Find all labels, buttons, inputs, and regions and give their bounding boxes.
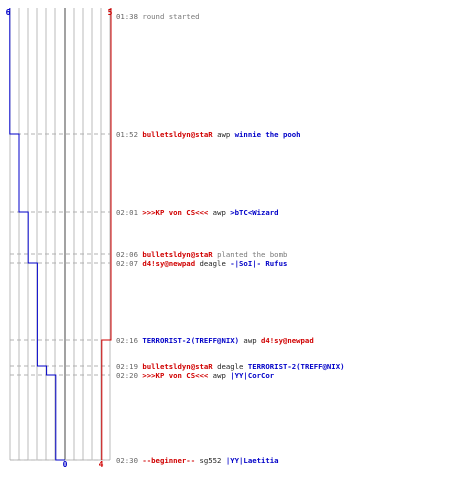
timeline-grid — [9, 8, 111, 461]
event-label: 02:19 bulletsldyn@staR deagle TERRORIST-… — [116, 362, 344, 371]
event-weapon: awp — [208, 208, 230, 217]
ct-alive-line — [9, 8, 65, 461]
event-time: 01:52 — [116, 130, 138, 139]
event-label: 02:01 >>>KP von CS<<< awp >bTC<Wizard — [116, 208, 279, 217]
event-label: 01:38 round started — [116, 12, 200, 21]
event-time: 02:01 — [116, 208, 138, 217]
event-victim: >bTC<Wizard — [230, 208, 278, 217]
event-label: 02:07 d4!sy@newpad deagle -|SoI|- Rufus — [116, 259, 287, 269]
event-label: 02:16 TERRORIST-2(TREFF@NIX) awp d4!sy@n… — [116, 336, 314, 345]
event-victim: |YY|CorCor — [230, 371, 275, 381]
event-weapon: awp — [213, 130, 235, 139]
event-weapon: deagle — [195, 259, 230, 268]
event-victim: TERRORIST-2(TREFF@NIX) — [248, 362, 345, 371]
event-label: 01:52 bulletsldyn@staR awp winnie the po… — [116, 130, 301, 139]
event-connectors — [10, 133, 110, 461]
event-time: 02:16 — [116, 336, 138, 345]
event-victim: winnie the pooh — [235, 130, 301, 139]
t-start-count: 5 — [108, 8, 113, 17]
event-time: 02:06 — [116, 250, 138, 259]
event-killer: bulletsldyn@staR — [142, 130, 213, 139]
event-killer: TERRORIST-2(TREFF@NIX) — [142, 336, 239, 345]
event-killer: bulletsldyn@staR — [142, 362, 213, 371]
ct-end-count: 0 — [63, 460, 68, 469]
event-time: 01:38 — [116, 12, 138, 21]
event-time: 02:19 — [116, 362, 138, 371]
event-note: round started — [142, 12, 199, 21]
event-killer: d4!sy@newpad — [142, 259, 195, 268]
event-label: 02:20 >>>KP von CS<<< awp |YY|CorCor — [116, 371, 275, 381]
event-killer: >>>KP von CS<<< — [142, 208, 209, 217]
event-label: 02:06 bulletsldyn@staR planted the bomb — [116, 250, 287, 259]
event-time: 02:20 — [116, 371, 138, 380]
ct-start-count: 6 — [6, 8, 11, 17]
event-weapon: deagle — [213, 362, 248, 371]
event-weapon: awp — [208, 371, 230, 380]
event-time: 02:30 — [116, 456, 138, 465]
event-weapon: sg552 — [195, 456, 226, 465]
t-alive-line — [101, 8, 112, 460]
event-label: 02:30 --beginner-- sg552 |YY|Laetitia — [116, 456, 279, 466]
event-victim: d4!sy@newpad — [261, 336, 314, 345]
event-victim: -|SoI|- Rufus — [230, 259, 287, 269]
t-end-count: 4 — [99, 460, 104, 469]
event-action-text: planted the bomb — [213, 250, 288, 259]
event-victim: |YY|Laetitia — [226, 456, 279, 466]
event-weapon: awp — [239, 336, 261, 345]
event-time: 02:07 — [116, 259, 138, 268]
event-killer: >>>KP von CS<<< — [142, 371, 209, 380]
event-actor: bulletsldyn@staR — [142, 250, 213, 259]
event-killer: --beginner-- — [142, 456, 195, 465]
